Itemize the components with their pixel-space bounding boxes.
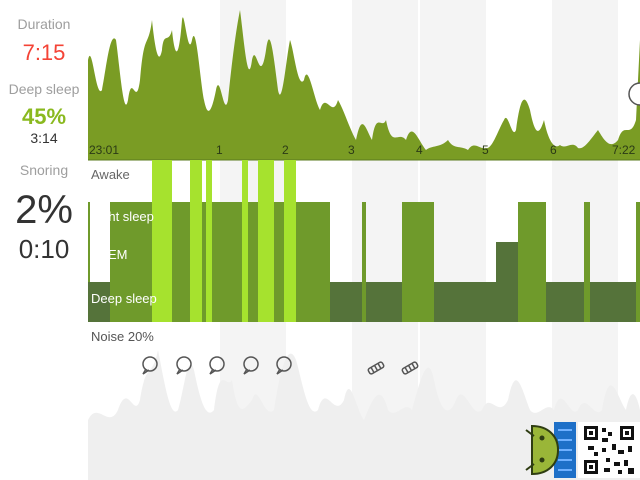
snoring-percent: 2%	[15, 188, 73, 232]
snore-icon[interactable]	[401, 361, 419, 375]
speech-bubble-icon[interactable]	[276, 356, 292, 375]
deep-sleep-time: 3:14	[30, 130, 58, 146]
hour-label: 4	[416, 143, 423, 157]
hour-label: 3	[348, 143, 355, 157]
hour-label: 1	[216, 143, 223, 157]
speech-bubble-icon[interactable]	[176, 356, 192, 375]
stage-label-deep: Deep sleep	[91, 291, 157, 306]
speech-bubble-icon[interactable]	[142, 356, 158, 375]
movement-curve	[88, 10, 640, 160]
hypnogram	[88, 160, 640, 322]
sleep-graph: 23:01 1 2 3 4 5 6 7:22 Awake Light sleep…	[88, 0, 640, 480]
time-end-label: 7:22	[612, 143, 636, 157]
talk-icons	[142, 356, 292, 375]
stage-label-rem: ~REM	[91, 247, 127, 262]
duration-value: 7:15	[22, 40, 66, 65]
android-qr-badge[interactable]	[518, 420, 640, 480]
clock-icon	[628, 82, 640, 106]
qr-code-icon	[584, 426, 634, 474]
deep-sleep-percent: 45%	[21, 104, 67, 129]
speech-bubble-icon[interactable]	[209, 356, 225, 375]
time-axis: 23:01 1 2 3 4 5 6 7:22	[89, 143, 636, 157]
stage-label-light: Light sleep	[91, 209, 154, 224]
speech-bubble-icon[interactable]	[243, 356, 259, 375]
deep-sleep-label: Deep sleep	[8, 81, 80, 97]
snoring-time: 0:10	[18, 234, 70, 264]
android-icon	[531, 424, 560, 476]
snore-icons	[367, 361, 419, 375]
snoring-label: Snoring	[19, 162, 69, 178]
hour-label: 5	[482, 143, 489, 157]
hour-label: 6	[550, 143, 557, 157]
snore-icon[interactable]	[367, 361, 385, 375]
noise-label: Noise 20%	[91, 329, 154, 344]
time-start-label: 23:01	[89, 143, 119, 157]
stage-labels: Awake Light sleep ~REM Deep sleep	[91, 167, 157, 306]
hour-label: 2	[282, 143, 289, 157]
noise-curve	[88, 350, 640, 480]
stage-label-awake: Awake	[91, 167, 130, 182]
duration-label: Duration	[17, 16, 71, 32]
stats-sidebar: Duration 7:15 Deep sleep 45% 3:14 Snorin…	[0, 0, 88, 480]
